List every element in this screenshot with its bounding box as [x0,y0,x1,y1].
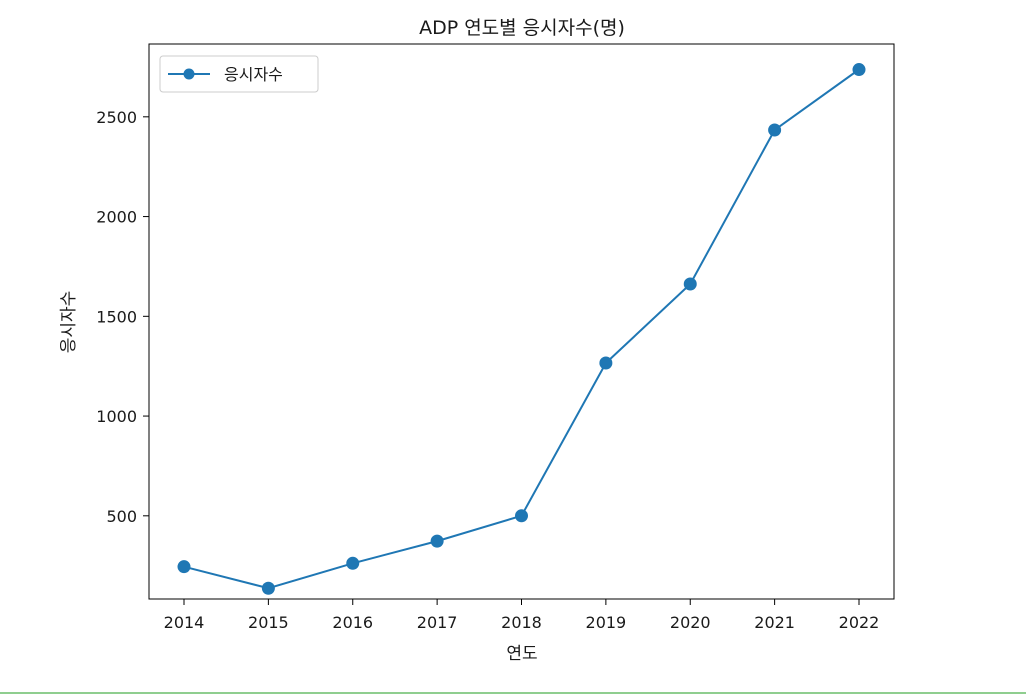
y-tick-label: 500 [106,507,137,526]
bottom-divider [0,692,1026,694]
legend-label: 응시자수 [224,65,283,84]
y-tick-label: 2000 [96,208,137,227]
legend-marker [183,68,195,80]
x-tick-label: 2015 [248,613,289,632]
data-point [768,123,782,137]
data-point [177,560,191,574]
legend-box [159,55,319,93]
x-tick-label: 2019 [586,613,627,632]
data-point [346,556,360,570]
data-point [430,534,444,548]
x-tick-label: 2020 [670,613,711,632]
x-tick-label: 2021 [754,613,795,632]
y-tick-label: 2500 [96,108,137,127]
x-tick-label: 2016 [332,613,373,632]
x-tick-label: 2018 [501,613,542,632]
x-axis-label: 연도 [506,644,537,664]
legend: 응시자수 [159,55,319,93]
data-point [683,277,697,291]
data-point [261,581,275,595]
data-point [599,356,613,370]
x-tick-label: 2017 [417,613,458,632]
y-tick-label: 1000 [96,407,137,426]
chart-title: ADP 연도별 응시자수(명) [419,17,625,39]
y-axis-label: 응시자수 [59,291,79,354]
x-tick-label: 2014 [164,613,205,632]
x-tick-label: 2022 [839,613,880,632]
data-point [852,63,866,77]
data-point [515,509,528,523]
y-tick-label: 1500 [96,307,137,326]
